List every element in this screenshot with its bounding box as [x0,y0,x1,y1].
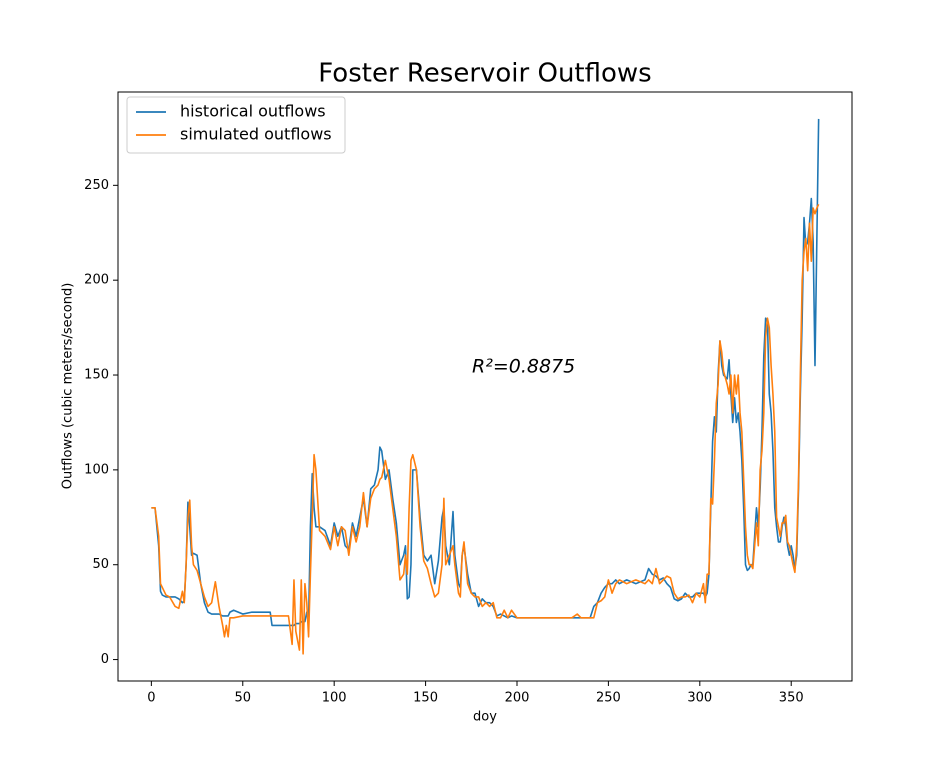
x-tick-label: 150 [413,691,438,706]
y-tick-label: 0 [101,652,109,667]
x-tick-label: 300 [687,691,712,706]
y-tick-label: 50 [92,557,109,572]
legend-label: historical outflows [180,102,326,121]
y-tick-label: 150 [84,368,109,383]
y-axis-label: Outflows (cubic meters/second) [61,283,76,490]
plot-area [151,118,820,655]
y-tick-label: 250 [84,178,109,193]
y-tick-label: 200 [84,273,109,288]
data-line [151,118,820,627]
x-tick-label: 350 [779,691,804,706]
axes-frame [117,91,853,682]
annotation: R²=0.8875 [472,356,575,378]
legend-box [126,96,346,154]
legend: historical outflows simulated outflows [126,96,346,154]
x-tick-label: 0 [147,691,155,706]
x-tick-label: 250 [596,691,621,706]
x-tick-label: 100 [322,691,347,706]
legend-label: simulated outflows [180,125,332,144]
data-line [151,203,820,655]
x-tick-label: 200 [505,691,530,706]
x-axis-label: doy [473,710,497,725]
x-tick-label: 50 [234,691,251,706]
y-tick-label: 100 [84,462,109,477]
chart-title: Foster Reservoir Outflows [318,59,651,89]
